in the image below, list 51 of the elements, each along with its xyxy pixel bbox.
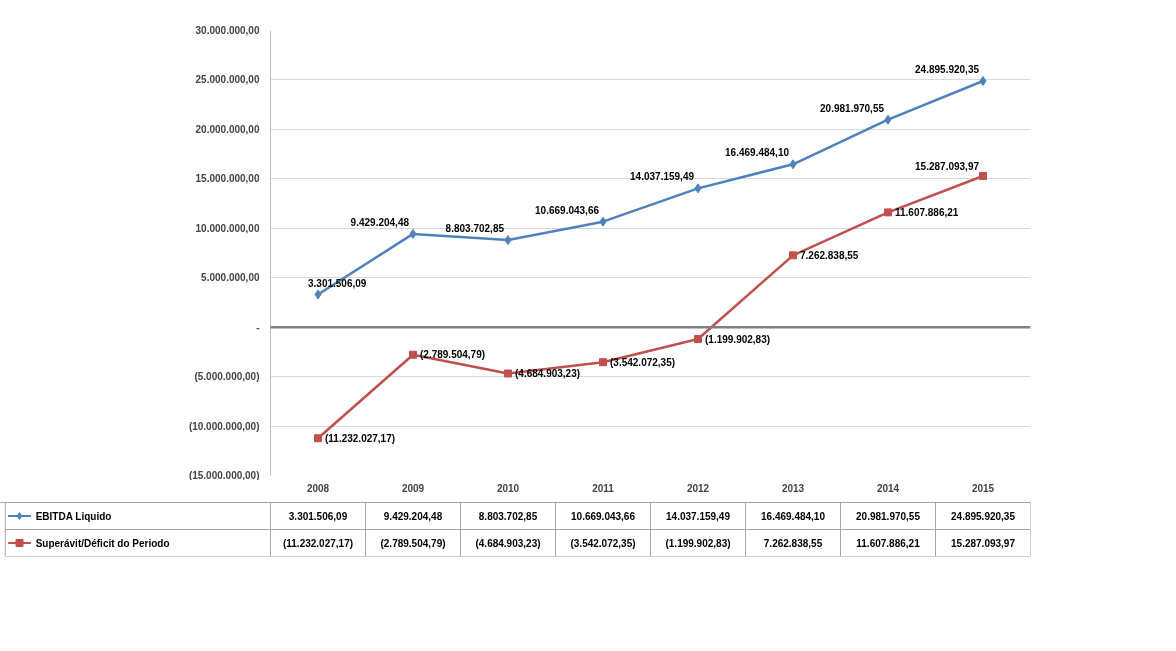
y-tick-label: 5.000.000,00	[201, 272, 260, 284]
data-label: 9.429.204,48	[383, 511, 443, 522]
y-tick-label: 30.000.000,00	[195, 25, 260, 36]
legend-label: Superávit/Déficit do Periodo	[35, 537, 170, 549]
text: 16.469.484,10	[725, 147, 789, 159]
data-label: (1.199.902,83)	[665, 537, 731, 549]
x-tick-label: 2010	[496, 482, 520, 494]
y-tick-label: (10.000.000,00)	[188, 420, 260, 432]
data-label: 16.469.484,10	[761, 511, 826, 522]
x-tick-label: 2012	[686, 482, 710, 494]
data-label: (11.232.027,17)	[282, 537, 354, 549]
text: (1.199.902,83)	[705, 333, 771, 345]
text: (2.789.504,79)	[420, 349, 486, 361]
y-tick-label: 10.000.000,00	[195, 222, 260, 234]
data-label: (3.542.072,35)	[570, 537, 636, 549]
x-tick-label: 2009	[401, 482, 425, 494]
data-label: 20.981.970,55	[856, 511, 921, 522]
text: (4.684.903,23)	[515, 368, 581, 379]
text: 11.607.886,21	[895, 207, 959, 219]
text: 14.037.159,49	[630, 171, 694, 183]
data-label: 7.262.838,55	[763, 538, 823, 549]
text: 8.803.702,85	[445, 223, 504, 235]
text: 15.287.093,97	[915, 160, 979, 172]
data-label: 11.607.886,21	[856, 538, 921, 549]
text: 7.262.838,55	[800, 250, 859, 262]
text: 9.429.204,48	[350, 216, 409, 228]
text: 24.895.920,35	[915, 63, 979, 75]
data-label: (2.789.504,79)	[380, 537, 446, 549]
legend-label: EBITDA Liquido	[35, 510, 112, 522]
data-label: 8.803.702,85	[478, 511, 538, 522]
y-tick-label: 15.000.000,00	[195, 173, 260, 185]
data-label: 14.037.159,49	[666, 511, 731, 522]
y-tick-label: -	[256, 321, 260, 333]
x-tick-label: 2008	[306, 482, 330, 494]
text: 20.981.970,55	[820, 102, 884, 114]
x-tick-label: 2014	[876, 482, 900, 494]
text: 10.669.043,66	[535, 204, 599, 216]
x-tick-label: 2013	[781, 482, 805, 494]
x-tick-label: 2011	[592, 482, 615, 494]
y-tick-label: (15.000.000,00)	[188, 469, 260, 481]
data-label: 10.669.043,66	[571, 511, 636, 522]
x-tick-label: 2015	[971, 482, 995, 494]
data-label: 24.895.920,35	[951, 511, 1016, 522]
text: (11.232.027,17)	[325, 432, 396, 444]
data-label: (4.684.903,23)	[475, 537, 541, 549]
text: (3.542.072,35)	[610, 356, 676, 368]
data-label: 3.301.506,09	[288, 511, 348, 522]
data-label: 15.287.093,97	[951, 538, 1016, 549]
y-tick-label: (5.000.000,00)	[194, 371, 260, 383]
y-tick-label: 20.000.000,00	[195, 123, 260, 135]
y-tick-label: 25.000.000,00	[195, 74, 260, 86]
